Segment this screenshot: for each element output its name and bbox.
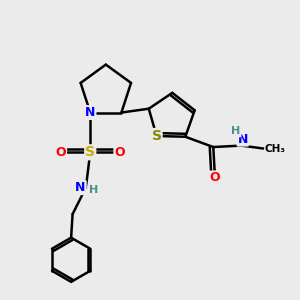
Text: H: H (88, 185, 98, 195)
Text: O: O (56, 146, 66, 159)
Text: S: S (152, 129, 162, 143)
Text: N: N (75, 181, 86, 194)
Text: H: H (231, 126, 241, 136)
Text: S: S (85, 145, 95, 159)
Text: CH₃: CH₃ (265, 143, 286, 154)
Text: N: N (85, 106, 95, 119)
Text: N: N (238, 133, 248, 146)
Text: O: O (114, 146, 125, 159)
Text: O: O (209, 172, 220, 184)
